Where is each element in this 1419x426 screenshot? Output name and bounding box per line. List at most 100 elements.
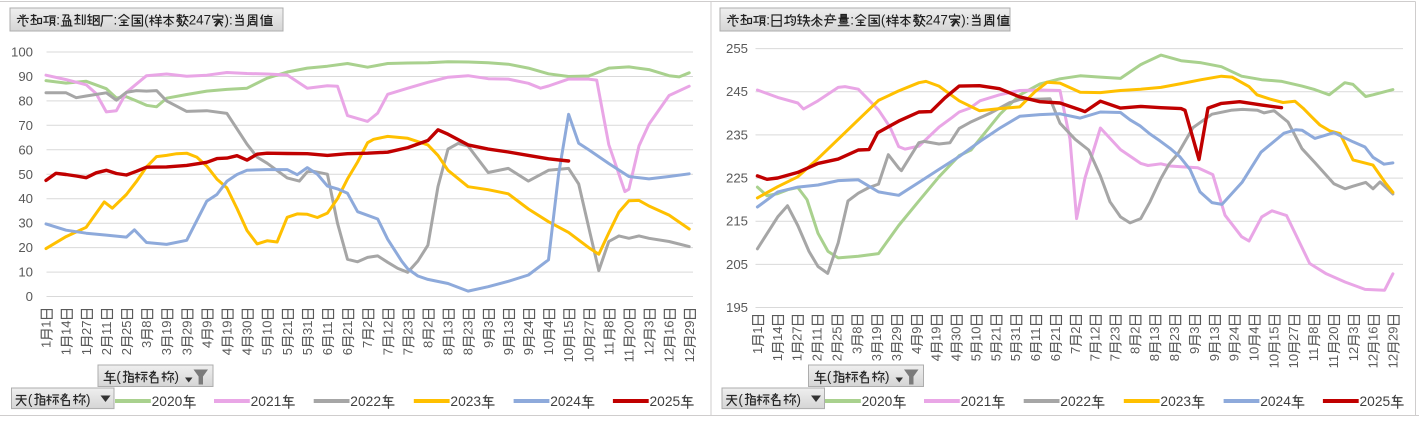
svg-text:225: 225 <box>726 171 748 186</box>
svg-text:12: 12 <box>662 348 677 362</box>
svg-text:25: 25 <box>829 327 844 341</box>
svg-text:(: ( <box>116 369 121 384</box>
svg-text:21: 21 <box>988 327 1003 341</box>
svg-text:21: 21 <box>1048 327 1063 341</box>
svg-text:5: 5 <box>260 348 275 355</box>
svg-text:(: ( <box>827 369 832 384</box>
svg-text:12: 12 <box>1366 354 1381 368</box>
svg-text::: : <box>766 13 770 28</box>
svg-text:):: ): <box>225 13 233 28</box>
svg-text:2: 2 <box>360 320 375 327</box>
svg-text:7: 7 <box>1068 347 1083 354</box>
svg-text:3: 3 <box>481 320 496 327</box>
svg-text:27: 27 <box>1286 327 1301 341</box>
svg-text:3: 3 <box>849 347 864 354</box>
svg-text:90: 90 <box>18 69 33 84</box>
svg-text:9: 9 <box>909 326 924 333</box>
svg-text:11: 11 <box>1028 328 1043 342</box>
svg-text:11: 11 <box>1326 355 1341 369</box>
svg-text:10: 10 <box>18 265 33 280</box>
svg-text:2020: 2020 <box>152 394 183 409</box>
svg-text:4: 4 <box>929 354 944 361</box>
svg-text:60: 60 <box>18 142 33 157</box>
svg-text:3: 3 <box>889 354 904 361</box>
svg-text:31: 31 <box>300 321 315 335</box>
svg-text:7: 7 <box>380 348 395 355</box>
svg-text:2022: 2022 <box>350 394 381 409</box>
svg-text:23: 23 <box>1167 327 1182 341</box>
svg-text:40: 40 <box>18 191 33 206</box>
svg-text:235: 235 <box>726 127 748 142</box>
svg-text:9: 9 <box>199 320 214 327</box>
svg-text:11: 11 <box>99 322 114 336</box>
svg-text:14: 14 <box>59 321 74 335</box>
svg-text:4: 4 <box>199 341 214 348</box>
svg-text:4: 4 <box>949 354 964 361</box>
svg-text:11: 11 <box>810 328 825 342</box>
svg-text:29: 29 <box>1386 327 1401 341</box>
svg-text:3: 3 <box>642 320 657 327</box>
svg-text:9: 9 <box>1187 347 1202 354</box>
svg-text:29: 29 <box>179 321 194 335</box>
svg-text:27: 27 <box>790 327 805 341</box>
svg-text:20: 20 <box>18 240 33 255</box>
svg-text:12: 12 <box>1386 354 1401 368</box>
svg-text:23: 23 <box>461 321 476 335</box>
svg-text:8: 8 <box>441 348 456 355</box>
svg-text:11: 11 <box>1306 348 1321 362</box>
svg-text:3: 3 <box>179 348 194 355</box>
svg-text:24: 24 <box>521 321 536 335</box>
svg-text:12: 12 <box>682 348 697 362</box>
svg-text:50: 50 <box>18 167 33 182</box>
svg-text:12: 12 <box>1088 327 1103 341</box>
svg-text:13: 13 <box>1207 327 1222 341</box>
svg-text:10: 10 <box>1266 354 1281 368</box>
svg-text:6: 6 <box>340 348 355 355</box>
svg-text:23: 23 <box>400 321 415 335</box>
svg-text:12: 12 <box>1346 347 1361 361</box>
svg-text:245: 245 <box>726 84 748 99</box>
svg-text:8: 8 <box>1167 354 1182 361</box>
svg-text:3: 3 <box>159 348 174 355</box>
svg-text::: : <box>850 13 854 28</box>
svg-text:205: 205 <box>726 257 748 272</box>
svg-text:11: 11 <box>622 349 637 363</box>
svg-text:1: 1 <box>79 348 94 355</box>
svg-text:2024: 2024 <box>550 394 581 409</box>
svg-text:2: 2 <box>99 348 114 355</box>
svg-text:19: 19 <box>869 327 884 341</box>
svg-text:13: 13 <box>441 321 456 335</box>
svg-text:27: 27 <box>581 321 596 335</box>
svg-text:30: 30 <box>18 216 33 231</box>
svg-text::: : <box>56 13 60 28</box>
svg-text:5: 5 <box>969 354 984 361</box>
svg-text:1: 1 <box>39 320 54 327</box>
svg-text:19: 19 <box>929 327 944 341</box>
svg-text:16: 16 <box>1366 327 1381 341</box>
svg-text:2: 2 <box>119 348 134 355</box>
svg-text:8: 8 <box>849 326 864 333</box>
svg-text:7: 7 <box>1108 354 1123 361</box>
svg-text:2023: 2023 <box>1160 394 1191 409</box>
svg-text:): ) <box>175 369 179 384</box>
svg-text:): ) <box>885 369 889 384</box>
svg-text:23: 23 <box>1108 327 1123 341</box>
svg-text:7: 7 <box>400 348 415 355</box>
svg-text:25: 25 <box>119 321 134 335</box>
svg-text:2025: 2025 <box>650 394 681 409</box>
svg-text:1: 1 <box>770 354 785 361</box>
svg-text:8: 8 <box>139 320 154 327</box>
svg-text:8: 8 <box>1147 354 1162 361</box>
svg-text:4: 4 <box>909 347 924 354</box>
svg-text:11: 11 <box>320 322 335 336</box>
svg-text:6: 6 <box>1028 354 1043 361</box>
svg-text:5: 5 <box>300 348 315 355</box>
svg-text:9: 9 <box>1227 354 1242 361</box>
svg-text:15: 15 <box>561 321 576 335</box>
svg-text:21: 21 <box>340 321 355 335</box>
svg-text:19: 19 <box>159 321 174 335</box>
svg-text:31: 31 <box>1008 327 1023 341</box>
svg-text:2: 2 <box>1068 326 1083 333</box>
svg-text:4: 4 <box>541 320 556 327</box>
svg-text:): ) <box>797 392 801 407</box>
